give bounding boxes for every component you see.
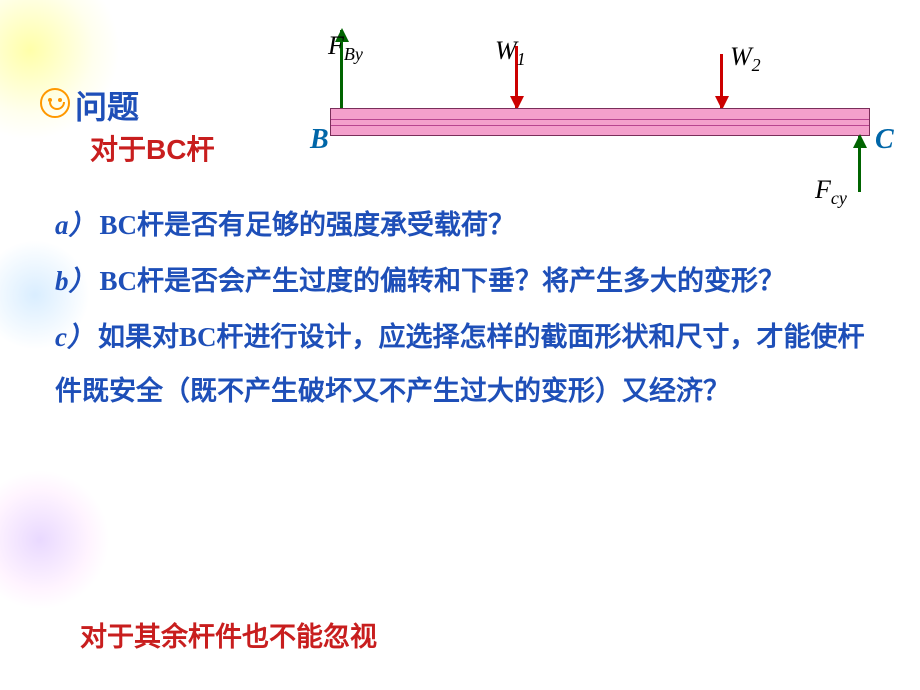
point-label-c: C (875, 124, 894, 156)
question-c-lead: c） (55, 322, 94, 352)
smiley-icon (40, 88, 70, 118)
question-a-lead: a） (55, 210, 96, 240)
question-c-text: 如果对BC杆进行设计，应选择怎样的截面形状和尺寸，才能使杆件既安全（既不产生破坏… (55, 322, 865, 406)
point-label-b: B (310, 124, 329, 156)
question-b-lead: b） (55, 266, 96, 296)
question-b-text: BC杆是否会产生过度的偏转和下垂？将产生多大的变形？ (100, 266, 786, 296)
footer-text: 对于其余杆件也不能忽视 (80, 615, 377, 654)
question-a-text: BC杆是否有足够的强度承受载荷？ (100, 210, 516, 240)
content-block: a）BC杆是否有足够的强度承受载荷？ b）BC杆是否会产生过度的偏转和下垂？将产… (55, 198, 865, 420)
force-arrow-w2 (720, 54, 723, 108)
force-label-w2: W2 (730, 42, 761, 76)
background-glow-2 (0, 470, 110, 610)
force-label-fby: FBy (328, 31, 363, 65)
subtitle: 对于BC杆 (90, 128, 214, 168)
beam (330, 108, 870, 136)
page-title: 问题 (75, 82, 139, 128)
question-b: b）BC杆是否会产生过度的偏转和下垂？将产生多大的变形？ (55, 254, 865, 308)
force-arrow-fcy (858, 136, 861, 192)
question-a: a）BC杆是否有足够的强度承受载荷？ (55, 198, 865, 252)
question-c: c）如果对BC杆进行设计，应选择怎样的截面形状和尺寸，才能使杆件既安全（既不产生… (55, 310, 865, 418)
beam-diagram: FBy W1 W2 Fcy B C (320, 18, 880, 178)
force-label-w1: W1 (495, 36, 526, 70)
